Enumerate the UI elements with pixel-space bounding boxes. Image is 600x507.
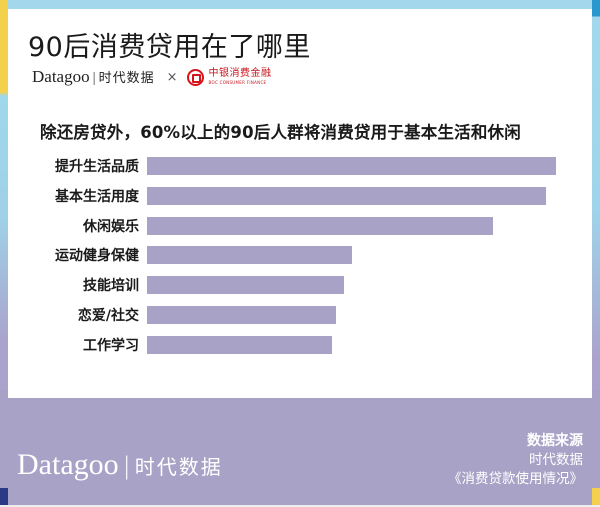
source-label: 数据来源: [527, 433, 583, 449]
footer-datagoo-logo: Datagoo | 时代数据: [17, 448, 223, 482]
source-report: 《消费贷款使用情况》: [448, 471, 583, 487]
bar-category-label: 恋爱/社交: [77, 308, 139, 324]
bar-row: 恋爱/社交: [0, 306, 600, 324]
bar: [147, 335, 332, 354]
chart-title: 除还房贷外，60%以上的90后人群将消费贷用于基本生活和休闲: [40, 123, 521, 142]
bar-row: 基本生活用度: [0, 186, 600, 205]
bar-row: 运动健身保健: [0, 246, 600, 265]
page-title: 90后消费贷用在了哪里: [28, 32, 311, 63]
bar-category-label: 休闲娱乐: [83, 218, 139, 235]
bar-row: 技能培训: [0, 276, 600, 295]
bar-category-label: 运动健身保健: [55, 248, 139, 265]
corner-accent-bottom-right: [592, 488, 600, 507]
boc-coin-icon: [186, 68, 204, 86]
corner-accent-bottom-left: [0, 488, 8, 507]
bar-category-label: 技能培训: [83, 278, 139, 295]
boc-logo-cn: 中银消费金融: [208, 68, 272, 79]
source-org: 时代数据: [529, 452, 583, 468]
datagoo-logo: Datagoo | 时代数据: [32, 67, 155, 87]
footer-brand-en: Datagoo: [17, 448, 119, 481]
bar-category-label: 基本生活用度: [55, 188, 139, 205]
bar-category-label: 工作学习: [83, 337, 139, 354]
collab-times-icon: ×: [166, 69, 178, 85]
bar: [147, 246, 352, 265]
bar: [147, 276, 344, 295]
frame-right-border: [592, 0, 600, 390]
datagoo-logo-en: Datagoo: [32, 67, 90, 86]
bar-row: 提升生活品质: [0, 157, 600, 175]
bar: [147, 306, 336, 324]
datagoo-logo-cn: 时代数据: [98, 70, 155, 85]
data-source: 数据来源 时代数据 《消费贷款使用情况》: [448, 432, 583, 489]
bar: [147, 157, 556, 175]
bar-category-label: 提升生活品质: [55, 159, 139, 175]
bar: [147, 216, 493, 235]
frame-top-border: [0, 0, 600, 9]
boc-logo-en: BOC CONSUMER FINANCE: [208, 80, 267, 85]
boc-logo-text: 中银消费金融 BOC CONSUMER FINANCE: [209, 69, 272, 85]
boc-consumer-finance-logo: 中银消费金融 BOC CONSUMER FINANCE: [186, 68, 272, 86]
bottom-edge: [0, 505, 600, 507]
frame-left-border: [0, 0, 8, 390]
bar-row: 休闲娱乐: [0, 216, 600, 235]
bar: [147, 186, 546, 205]
bar-row: 工作学习: [0, 335, 600, 354]
logo-row: Datagoo | 时代数据 × 中银消费金融 BOC CONSUMER FINAN…: [32, 66, 272, 88]
footer-brand-cn: 时代数据: [134, 457, 223, 479]
logo-separator: |: [92, 70, 96, 86]
footer-brand-separator: |: [122, 452, 131, 480]
